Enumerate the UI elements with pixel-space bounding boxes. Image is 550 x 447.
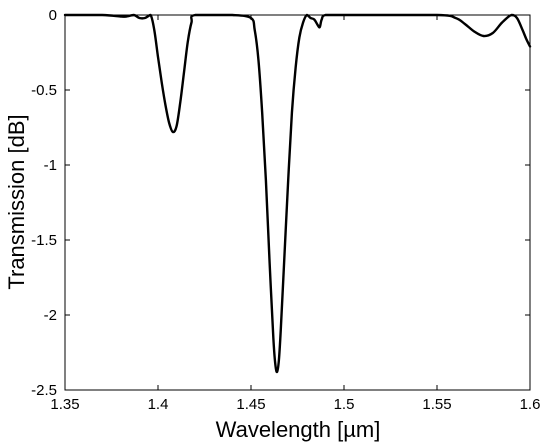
y-tick-label: 0 <box>49 7 57 24</box>
x-axis-label: Wavelength [µm] <box>216 417 381 442</box>
tick-labels: 1.35 1.4 1.45 1.5 1.55 1.6 0 -0.5 -1 -1.5 -2 -2.5 <box>31 7 540 413</box>
x-tick-label: 1.45 <box>236 396 265 413</box>
transmission-series-line <box>63 13 532 374</box>
y-tick-label: -1.5 <box>31 232 57 249</box>
axes-box <box>64 14 531 391</box>
y-tick-label: -2.5 <box>31 382 57 399</box>
y-tick-label: -0.5 <box>31 82 57 99</box>
x-tick-label: 1.55 <box>422 396 451 413</box>
y-tick-label: -2 <box>44 307 57 324</box>
y-tick-label: -1 <box>44 157 57 174</box>
y-axis-label: Transmission [dB] <box>4 114 29 289</box>
x-tick-label: 1.6 <box>520 396 541 413</box>
x-tick-label: 1.4 <box>148 396 169 413</box>
axis-ticks <box>64 14 531 391</box>
plot-area <box>63 13 532 391</box>
x-tick-label: 1.5 <box>334 396 355 413</box>
x-tick-label: 1.35 <box>50 396 79 413</box>
